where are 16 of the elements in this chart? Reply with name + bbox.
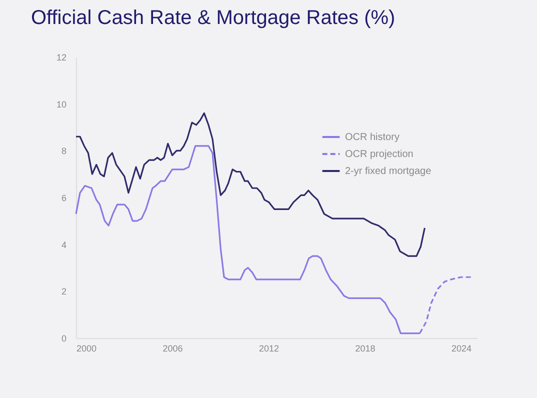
- legend-label: 2-yr fixed mortgage: [345, 166, 432, 177]
- y-tick-label: 12: [56, 52, 66, 62]
- x-tick-label: 2012: [258, 344, 279, 354]
- y-tick-label: 4: [61, 240, 66, 250]
- y-tick-label: 0: [61, 334, 66, 344]
- x-tick-label: 2024: [451, 344, 472, 354]
- x-tick-label: 2006: [162, 344, 183, 354]
- chart-title: Official Cash Rate & Mortgage Rates (%): [30, 7, 396, 29]
- y-tick-label: 8: [61, 146, 66, 156]
- y-tick-label: 10: [56, 99, 66, 110]
- y-tick-label: 2: [61, 286, 66, 297]
- y-tick-label: 6: [61, 193, 66, 203]
- x-tick-label: 2000: [76, 344, 97, 354]
- legend-label: OCR history: [345, 132, 400, 143]
- x-tick-label: 2018: [355, 344, 376, 354]
- legend-label: OCR projection: [345, 149, 414, 160]
